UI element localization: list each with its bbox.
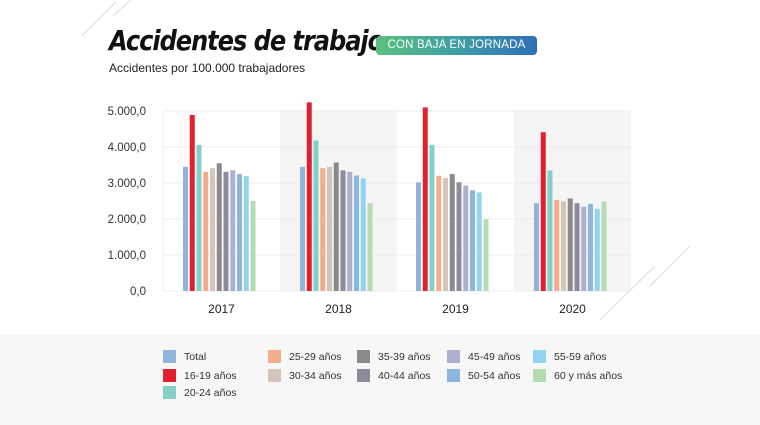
y-tick-label: 5.000,0 <box>108 106 146 118</box>
legend-swatch <box>163 386 176 399</box>
legend-label: 30-34 años <box>289 369 342 382</box>
legend-label: 40-44 años <box>378 369 431 382</box>
bar <box>210 168 215 291</box>
legend-label: 25-29 años <box>289 350 342 363</box>
bar <box>203 171 209 291</box>
bar <box>554 199 560 291</box>
legend-swatch <box>447 350 460 363</box>
bar <box>306 102 312 291</box>
legend-swatch <box>268 350 281 363</box>
legend-item: 16-19 años <box>163 369 237 382</box>
bar <box>463 185 469 291</box>
bar <box>327 166 332 291</box>
bar <box>230 170 236 291</box>
bar <box>470 190 475 291</box>
legend-label: 35-39 años <box>378 350 431 363</box>
bar <box>250 201 256 291</box>
bar <box>183 166 188 291</box>
legend-item: 25-29 años <box>268 350 342 363</box>
bar <box>561 201 566 291</box>
page-title: Accidentes de trabajo <box>109 24 384 57</box>
bar <box>216 163 222 291</box>
legend-label: Total <box>184 350 207 363</box>
bar <box>320 168 326 291</box>
legend-swatch <box>163 369 176 382</box>
y-tick-label: 3.000,0 <box>108 178 146 190</box>
bar <box>534 203 539 291</box>
x-tick-label: 2020 <box>559 302 586 316</box>
legend-item: 40-44 años <box>357 369 431 382</box>
bar <box>354 175 359 291</box>
legend-swatch <box>357 369 370 382</box>
bar <box>333 162 339 291</box>
page-subtitle: Accidentes por 100.000 trabajadores <box>109 61 306 75</box>
bar <box>313 140 319 291</box>
bar <box>429 144 435 291</box>
bar <box>476 192 482 291</box>
legend-swatch <box>533 369 546 382</box>
legend-swatch <box>357 350 370 363</box>
legend-label: 20-24 años <box>184 386 237 399</box>
bar <box>581 206 587 291</box>
legend-swatch <box>268 369 281 382</box>
bar <box>588 203 593 291</box>
bar <box>601 201 607 291</box>
bar <box>223 171 229 291</box>
legend-swatch <box>163 350 176 363</box>
bar <box>416 182 421 291</box>
legend-label: 60 y más años <box>554 369 623 382</box>
legend-label: 45-49 años <box>468 350 521 363</box>
filter-badge: CON BAJA EN JORNADA <box>376 36 537 55</box>
bar <box>443 177 448 291</box>
bar-chart: 0,0 1.000,0 2.000,0 3.000,0 4.000,0 5.000,0 20… <box>108 102 631 316</box>
bar <box>574 203 580 291</box>
bar <box>196 144 202 291</box>
legend-item: 45-49 años <box>447 350 521 363</box>
bar <box>243 176 249 291</box>
bar <box>189 114 195 292</box>
legend-label: 55-59 años <box>554 350 607 363</box>
bar <box>367 203 373 291</box>
bar <box>360 178 366 291</box>
legend-item: 20-24 años <box>163 386 237 399</box>
bar <box>483 219 489 291</box>
bar <box>347 171 353 291</box>
y-tick-label: 1.000,0 <box>108 250 146 262</box>
legend-item: Total <box>163 350 206 363</box>
y-tick-label: 4.000,0 <box>108 142 146 154</box>
bar <box>456 182 462 291</box>
bar <box>547 170 553 291</box>
bar <box>340 170 346 291</box>
y-tick-label: 0,0 <box>130 286 146 298</box>
legend-item: 60 y más años <box>533 369 622 382</box>
bar <box>436 175 442 291</box>
x-tick-label: 2018 <box>325 302 352 316</box>
x-tick-label: 2017 <box>208 302 235 316</box>
legend-item: 50-54 años <box>447 369 521 382</box>
legend-swatch <box>533 350 546 363</box>
bar <box>449 174 455 291</box>
bar <box>594 208 600 291</box>
legend-swatch <box>447 369 460 382</box>
legend: Total 16-19 años 20-24 años 25-29 años 30-34… <box>0 335 760 425</box>
x-tick-label: 2019 <box>442 302 469 316</box>
legend-label: 50-54 años <box>468 369 521 382</box>
legend-item: 35-39 años <box>357 350 431 363</box>
bar <box>300 166 305 291</box>
bar <box>422 107 428 292</box>
legend-item: 55-59 años <box>533 350 607 363</box>
legend-item: 30-34 años <box>268 369 342 382</box>
bar <box>567 198 573 291</box>
bar <box>540 132 546 291</box>
y-tick-label: 2.000,0 <box>108 214 146 226</box>
legend-label: 16-19 años <box>184 369 237 382</box>
bar <box>237 174 242 291</box>
